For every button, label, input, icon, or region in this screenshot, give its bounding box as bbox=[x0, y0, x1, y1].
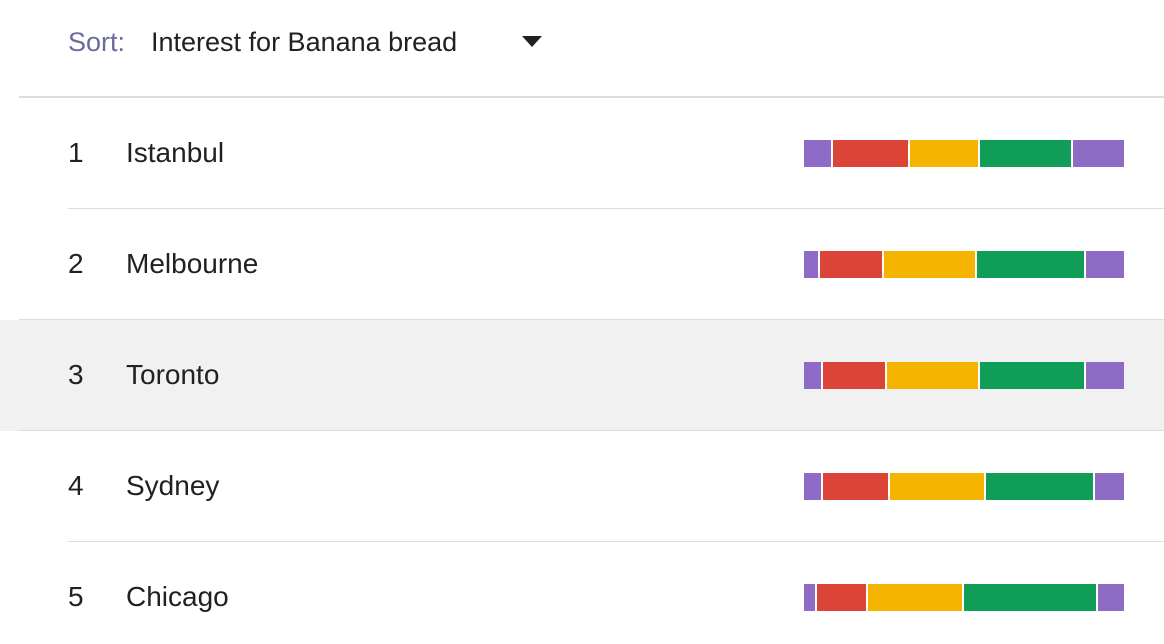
bar-segment-1 bbox=[804, 251, 820, 278]
bar-segment-4 bbox=[986, 473, 1096, 500]
interest-stacked-bar bbox=[804, 140, 1124, 167]
row-divider bbox=[68, 541, 1164, 542]
bar-segment-1 bbox=[804, 362, 824, 389]
header-divider bbox=[19, 96, 1164, 98]
bar-segment-2 bbox=[823, 362, 888, 389]
bar-segment-2 bbox=[816, 584, 868, 611]
rank-number: 5 bbox=[68, 581, 84, 612]
bar-segment-3 bbox=[867, 584, 964, 611]
sort-control[interactable]: Sort: Interest for Banana bread bbox=[0, 0, 1164, 96]
bar-segment-4 bbox=[976, 251, 1086, 278]
list-item[interactable]: 4 Sydney bbox=[0, 431, 1164, 542]
city-list: 1 Istanbul 2 Melbourne 3 Toronto 4 Sydne… bbox=[0, 98, 1164, 644]
bar-segment-5 bbox=[1085, 362, 1124, 389]
city-name[interactable]: Melbourne bbox=[126, 248, 259, 279]
bar-segment-1 bbox=[804, 140, 833, 167]
city-name[interactable]: Sydney bbox=[126, 470, 220, 501]
bar-segment-4 bbox=[979, 140, 1073, 167]
bar-segment-4 bbox=[979, 362, 1086, 389]
interest-stacked-bar bbox=[804, 473, 1124, 500]
bar-segment-3 bbox=[890, 473, 987, 500]
bar-segment-3 bbox=[909, 140, 980, 167]
list-item-hovered[interactable]: 3 Toronto bbox=[0, 320, 1164, 431]
city-name[interactable]: Istanbul bbox=[126, 137, 225, 168]
list-item[interactable]: 2 Melbourne bbox=[0, 209, 1164, 320]
bar-segment-2 bbox=[832, 140, 910, 167]
sort-selected-value[interactable]: Interest for Banana bread bbox=[151, 27, 458, 57]
interest-stacked-bar bbox=[804, 584, 1124, 611]
bar-segment-1 bbox=[804, 584, 817, 611]
rank-number: 3 bbox=[68, 359, 84, 390]
interest-stacked-bar bbox=[804, 251, 1124, 278]
bar-segment-5 bbox=[1085, 251, 1124, 278]
bar-segment-2 bbox=[820, 251, 884, 278]
bar-segment-3 bbox=[884, 251, 977, 278]
interest-stacked-bar bbox=[804, 362, 1124, 389]
bar-segment-4 bbox=[963, 584, 1099, 611]
bar-segment-5 bbox=[1095, 473, 1124, 500]
rank-number: 4 bbox=[68, 470, 84, 501]
row-divider bbox=[68, 208, 1164, 209]
list-item[interactable]: 1 Istanbul bbox=[0, 98, 1164, 209]
city-name[interactable]: Toronto bbox=[126, 359, 220, 390]
dropdown-arrow-icon[interactable] bbox=[522, 36, 542, 47]
rank-number: 1 bbox=[68, 137, 84, 168]
bar-segment-2 bbox=[823, 473, 891, 500]
rank-number: 2 bbox=[68, 248, 84, 279]
city-name[interactable]: Chicago bbox=[126, 581, 229, 612]
bar-segment-5 bbox=[1098, 584, 1124, 611]
row-divider bbox=[19, 319, 1164, 320]
bar-segment-1 bbox=[804, 473, 824, 500]
row-divider bbox=[19, 430, 1164, 431]
bar-segment-5 bbox=[1072, 140, 1124, 167]
sort-label: Sort: bbox=[68, 27, 126, 57]
list-item[interactable]: 5 Chicago bbox=[0, 542, 1164, 644]
bar-segment-3 bbox=[887, 362, 980, 389]
